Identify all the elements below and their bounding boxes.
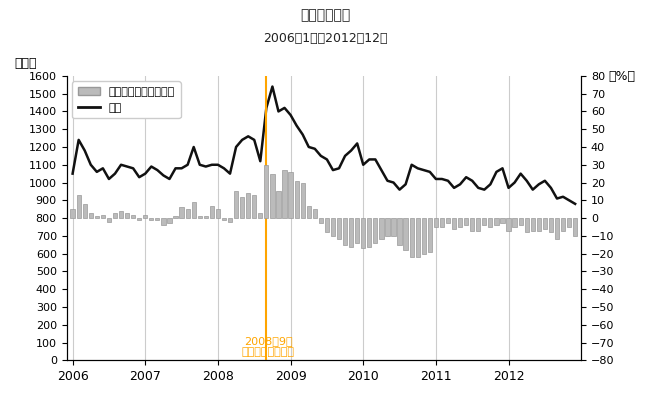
- Bar: [252, 195, 256, 218]
- Bar: [70, 209, 75, 218]
- Legend: 前年同月比（右目盛）, 件数: 前年同月比（右目盛）, 件数: [72, 82, 181, 118]
- Bar: [179, 207, 184, 218]
- Bar: [422, 218, 426, 254]
- Bar: [246, 193, 250, 218]
- Bar: [537, 218, 541, 230]
- Bar: [446, 218, 450, 223]
- Bar: [167, 218, 172, 223]
- Bar: [265, 165, 268, 218]
- Bar: [512, 218, 517, 227]
- Bar: [174, 216, 177, 218]
- Bar: [397, 218, 402, 245]
- Bar: [276, 191, 281, 218]
- Bar: [434, 218, 438, 227]
- Bar: [289, 172, 292, 218]
- Bar: [404, 218, 408, 250]
- Bar: [282, 170, 287, 218]
- Bar: [88, 213, 93, 218]
- Bar: [530, 218, 535, 230]
- Bar: [452, 218, 456, 229]
- Bar: [361, 218, 365, 248]
- Bar: [385, 218, 389, 236]
- Bar: [567, 218, 571, 227]
- Bar: [155, 218, 159, 220]
- Bar: [137, 218, 141, 220]
- Bar: [428, 218, 432, 252]
- Bar: [561, 218, 565, 230]
- Text: リーマンショック: リーマンショック: [242, 347, 294, 357]
- Bar: [270, 174, 274, 218]
- Bar: [488, 218, 493, 227]
- Bar: [380, 218, 383, 240]
- Bar: [125, 213, 129, 218]
- Bar: [113, 213, 117, 218]
- Bar: [476, 218, 480, 230]
- Bar: [83, 204, 87, 218]
- Bar: [482, 218, 486, 225]
- Bar: [240, 197, 244, 218]
- Bar: [143, 215, 148, 218]
- Bar: [307, 206, 311, 218]
- Bar: [367, 218, 371, 246]
- Bar: [318, 218, 323, 223]
- Bar: [258, 213, 263, 218]
- Bar: [198, 216, 202, 218]
- Text: 2008年9月: 2008年9月: [244, 336, 292, 346]
- Bar: [107, 218, 111, 222]
- Bar: [506, 218, 511, 230]
- Bar: [119, 211, 123, 218]
- Bar: [440, 218, 444, 227]
- Bar: [549, 218, 553, 232]
- Bar: [470, 218, 474, 230]
- Bar: [391, 218, 396, 236]
- Bar: [300, 183, 305, 218]
- Bar: [185, 209, 190, 218]
- Bar: [573, 218, 577, 236]
- Bar: [500, 218, 504, 223]
- Bar: [294, 181, 299, 218]
- Bar: [349, 218, 353, 246]
- Bar: [525, 218, 529, 232]
- Bar: [161, 218, 166, 225]
- Bar: [131, 215, 135, 218]
- Bar: [555, 218, 559, 240]
- Bar: [494, 218, 499, 225]
- Bar: [373, 218, 378, 243]
- Y-axis label: （%）: （%）: [609, 70, 636, 83]
- Bar: [222, 218, 226, 220]
- Bar: [331, 218, 335, 236]
- Bar: [150, 218, 153, 220]
- Bar: [355, 218, 359, 243]
- Bar: [410, 218, 414, 257]
- Bar: [216, 209, 220, 218]
- Bar: [313, 209, 317, 218]
- Bar: [415, 218, 420, 257]
- Bar: [343, 218, 347, 245]
- Bar: [228, 218, 232, 222]
- Text: 企業倒産状況: 企業倒産状況: [300, 8, 350, 22]
- Bar: [210, 206, 214, 218]
- Bar: [337, 218, 341, 240]
- Text: 2006年1月〜2012年12月: 2006年1月〜2012年12月: [263, 32, 387, 45]
- Bar: [101, 215, 105, 218]
- Y-axis label: （件）: （件）: [14, 57, 36, 70]
- Bar: [234, 191, 238, 218]
- Bar: [325, 218, 329, 232]
- Bar: [203, 216, 208, 218]
- Bar: [458, 218, 462, 227]
- Bar: [543, 218, 547, 229]
- Bar: [192, 202, 196, 218]
- Bar: [95, 216, 99, 218]
- Bar: [519, 218, 523, 225]
- Bar: [77, 195, 81, 218]
- Bar: [464, 218, 468, 225]
